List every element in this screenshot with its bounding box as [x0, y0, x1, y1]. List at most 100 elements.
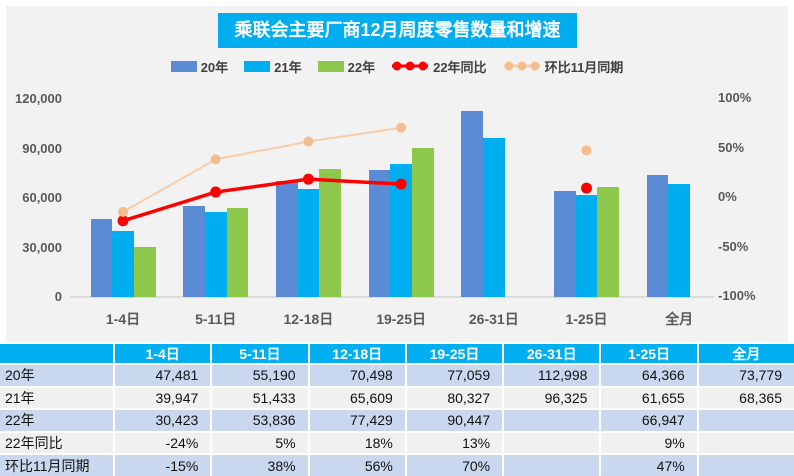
table-cell: 112,998	[504, 365, 600, 386]
table-cell	[698, 432, 794, 454]
x-axis-line	[70, 296, 714, 298]
legend-bar-swatch	[317, 60, 344, 72]
line-point-环比11月同期-5-11日	[210, 154, 221, 165]
table-cell: 55,190	[212, 365, 308, 386]
table-cell: -24%	[115, 432, 211, 454]
table-row-label-22年: 22年	[0, 410, 113, 431]
line-point-环比11月同期-1-25日	[581, 145, 592, 156]
table-row-label-环比11月同期: 环比11月同期	[0, 455, 113, 476]
table-header-19-25日: 19-25日	[406, 344, 503, 363]
y-axis-tick-left: 0	[54, 289, 62, 304]
table-cell: 47,481	[115, 365, 211, 386]
line-22年同比	[122, 177, 402, 223]
legend-item-3: 22年同比	[391, 57, 487, 76]
table-cell: 38%	[212, 455, 308, 476]
y-axis-tick-right: -50%	[718, 238, 749, 254]
x-axis-label: 12-18日	[283, 311, 334, 327]
line-point-22年同比-12-18日	[302, 173, 314, 185]
table-header-全月: 全月	[698, 344, 794, 363]
bar-20年-1-4日	[90, 218, 113, 297]
bar-20年-19-25日	[368, 169, 391, 297]
bar-22年-1-4日	[133, 246, 156, 297]
bar-21年-全月	[668, 184, 691, 297]
bar-21年-1-4日	[112, 231, 134, 297]
legend-label: 22年同比	[433, 59, 487, 75]
bar-21年-26-31日	[483, 138, 505, 297]
table-header-1-4日: 1-4日	[115, 344, 211, 363]
legend-bar-swatch	[244, 60, 271, 72]
y-axis-tick-right: 50%	[718, 139, 745, 155]
table-cell: 61,655	[601, 387, 697, 409]
table-cell: 68,365	[698, 387, 794, 409]
table-header-26-31日: 26-31日	[504, 344, 600, 363]
table-row-label-20年: 20年	[0, 365, 113, 386]
table-cell: 13%	[406, 432, 503, 454]
legend-line-swatch	[392, 61, 429, 71]
table-cell: 73,779	[698, 365, 794, 386]
bar-20年-26-31日	[461, 110, 483, 297]
line-point-22年同比-5-11日	[210, 186, 222, 198]
y-axis-tick-right: 100%	[718, 90, 752, 105]
table-header-12-18日: 12-18日	[309, 344, 405, 363]
legend-label: 环比11月同期	[544, 59, 624, 75]
table-cell: 47%	[601, 455, 697, 476]
legend-item-4: 环比11月同期	[503, 57, 624, 76]
table-cell: 51,433	[212, 387, 308, 409]
bar-20年-12-18日	[275, 180, 298, 297]
legend-label: 22年	[347, 59, 376, 75]
table-cell: 65,609	[309, 387, 405, 409]
bar-20年-5-11日	[183, 205, 205, 297]
y-axis-tick-left: 120,000	[15, 91, 62, 106]
bar-22年-1-25日	[597, 186, 620, 297]
bar-20年-1-25日	[554, 190, 576, 297]
table-cell: 77,059	[406, 365, 503, 386]
table-cell: -15%	[115, 455, 211, 476]
chart-legend: 20年 21年 22年 22年同比 环比11月同期	[6, 57, 788, 75]
legend-line-swatch	[503, 61, 540, 71]
table-cell: 70,498	[309, 365, 405, 386]
y-axis-tick-left: 30,000	[22, 239, 62, 255]
x-axis-label: 1-4日	[105, 311, 141, 327]
table-cell: 64,366	[601, 365, 697, 386]
table-cell: 9%	[601, 432, 697, 454]
table-cell: 56%	[309, 455, 405, 476]
x-axis-label: 26-31日	[468, 311, 519, 327]
bar-22年-12-18日	[319, 169, 341, 297]
legend-item-1: 21年	[244, 57, 302, 76]
table-header-5-11日: 5-11日	[212, 344, 308, 363]
legend-label: 20年	[200, 59, 229, 75]
table-cell: 53,836	[212, 410, 308, 431]
chart-title: 乘联会主要厂商12月周度零售数量和增速	[218, 13, 577, 48]
x-axis-label: 19-25日	[376, 311, 426, 327]
table-cell: 70%	[406, 455, 503, 476]
table-cell	[698, 455, 794, 476]
bar-20年-全月	[646, 175, 669, 297]
legend-label: 21年	[274, 59, 302, 75]
legend-bar-swatch	[170, 60, 197, 72]
table-cell	[504, 410, 600, 431]
y-axis-tick-right: -100%	[718, 288, 756, 303]
table-cell	[504, 432, 600, 454]
chart-panel: 乘联会主要厂商12月周度零售数量和增速 20年 21年 22年 22年同比 环比11月同…	[6, 6, 788, 342]
table-cell: 18%	[309, 432, 405, 454]
table-cell: 39,947	[115, 387, 211, 409]
legend-item-0: 20年	[170, 57, 229, 76]
table-cell	[698, 410, 794, 431]
table-cell: 5%	[212, 432, 308, 454]
table-cell: 77,429	[309, 410, 405, 431]
bar-21年-5-11日	[204, 212, 227, 297]
legend-item-2: 22年	[317, 57, 376, 76]
table-header-1-25日: 1-25日	[601, 344, 697, 363]
x-axis-label: 5-11日	[195, 311, 237, 327]
table-cell: 30,423	[115, 410, 211, 431]
y-axis-tick-left: 90,000	[22, 140, 62, 156]
table-cell: 80,327	[406, 387, 503, 409]
y-axis-tick-left: 60,000	[22, 190, 62, 205]
data-table: 1-4日 5-11日 12-18日 19-25日 26-31日 1-25日 全月 20年 47,…	[0, 344, 794, 476]
line-point-环比11月同期-12-18日	[303, 136, 314, 147]
table-cell: 96,325	[504, 387, 600, 409]
bar-22年-5-11日	[226, 208, 249, 297]
bar-21年-19-25日	[390, 164, 412, 297]
line-point-环比11月同期-19-25日	[396, 122, 407, 133]
